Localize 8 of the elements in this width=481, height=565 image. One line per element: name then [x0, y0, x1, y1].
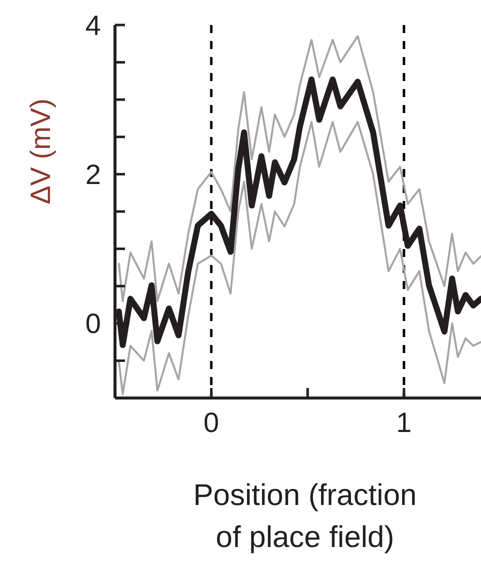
x-axis-title: Position (fraction of place field): [193, 479, 417, 554]
x-tick-label: 1: [396, 407, 412, 438]
y-axis-title: ΔV (mV): [25, 98, 56, 204]
line-series: [118, 35, 481, 302]
y-tick-label: 4: [85, 10, 101, 41]
y-tick-label: 0: [85, 308, 101, 340]
y-tick-label: 2: [85, 159, 101, 190]
line-series: [118, 120, 481, 396]
